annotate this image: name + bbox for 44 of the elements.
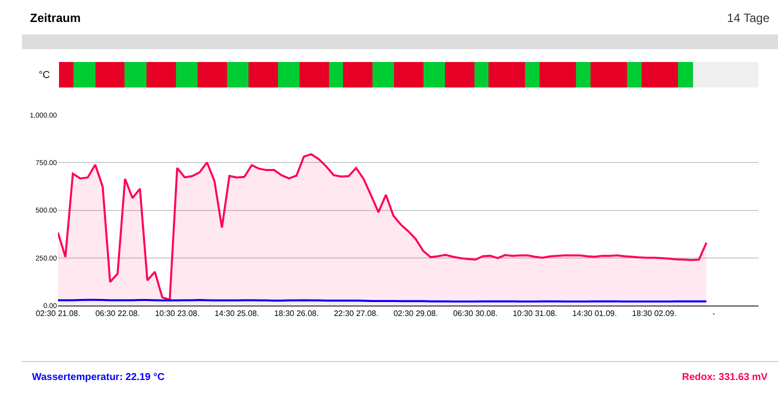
bar xyxy=(678,62,693,88)
bar xyxy=(372,62,394,88)
bar xyxy=(58,62,74,88)
x-tick-label: 06:30 30.08. xyxy=(453,309,498,318)
text: Zeitraum xyxy=(30,11,81,25)
x-tick-label: 18:30 26.08. xyxy=(274,309,319,318)
bar xyxy=(394,62,424,88)
bar xyxy=(328,62,343,88)
bar xyxy=(590,62,628,88)
x-tick-label: 02:30 29.08. xyxy=(393,309,438,318)
y-tick-label: °C xyxy=(38,70,50,82)
text: 14 Tage xyxy=(727,11,770,25)
x-tick-label: 06:30 22.08. xyxy=(95,309,140,318)
text: Redox: 331.63 mV xyxy=(682,372,768,383)
x-tick-label: 22:30 27.08. xyxy=(334,309,378,318)
bar xyxy=(692,62,759,88)
bar xyxy=(278,62,300,88)
bar xyxy=(226,62,249,88)
bar xyxy=(124,62,146,88)
bar xyxy=(642,62,678,88)
bar xyxy=(248,62,278,88)
bar xyxy=(540,62,576,88)
text: Wassertemperatur: 22.19 °C xyxy=(32,372,165,383)
bar xyxy=(488,62,525,88)
x-tick-label: 10:30 23.08. xyxy=(154,309,200,318)
bar xyxy=(197,62,227,88)
bar xyxy=(342,62,372,88)
bar xyxy=(576,62,591,88)
x-tick-label: 10:30 31.08. xyxy=(512,309,558,318)
bar xyxy=(74,62,96,88)
bar xyxy=(423,62,446,88)
x-tick-label: 14:30 01.09. xyxy=(572,309,617,318)
x-tick-label: - xyxy=(712,309,716,318)
bar xyxy=(95,62,125,88)
x-tick-label: 14:30 25.08. xyxy=(214,309,260,318)
x-tick-label: 02:30 21.08. xyxy=(36,309,80,318)
bar xyxy=(627,62,642,88)
x-tick-label: 18:30 02.09. xyxy=(632,309,676,318)
bar xyxy=(445,62,475,88)
bar xyxy=(176,62,198,88)
bar xyxy=(524,62,540,88)
bar xyxy=(474,62,489,88)
bar xyxy=(146,62,176,88)
bar xyxy=(300,62,329,88)
